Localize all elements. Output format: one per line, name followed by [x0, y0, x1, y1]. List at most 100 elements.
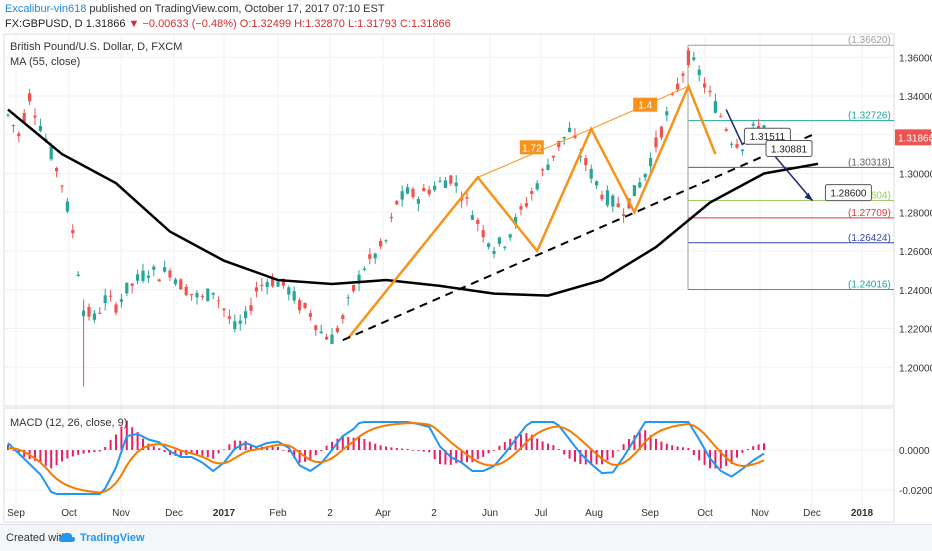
pattern-ratio-label: 1.4 — [638, 101, 652, 112]
candle-body — [638, 182, 642, 188]
candle-body — [17, 133, 21, 137]
macd-histogram-bar — [368, 441, 371, 450]
candle-body — [438, 180, 442, 182]
candle-body — [735, 144, 739, 148]
macd-histogram-bar — [633, 435, 636, 450]
macd-histogram-bar — [217, 450, 220, 454]
macd-histogram-bar — [347, 437, 350, 450]
candle-body — [200, 296, 204, 298]
candle-body — [557, 140, 561, 148]
macd-histogram-bar — [574, 450, 576, 462]
candle-body — [670, 93, 674, 95]
macd-histogram-bar — [61, 450, 63, 462]
candle-body — [524, 203, 528, 207]
time-axis[interactable]: Sep Oct Nov Dec 2017 Feb 2 Apr 2 Jun Jul Aug Sep Oct N… — [7, 508, 873, 519]
candle-body — [589, 168, 593, 179]
macd-histogram-bar — [741, 450, 744, 453]
time-tick-label: Nov — [112, 508, 130, 519]
candle-body — [109, 295, 113, 297]
macd-histogram-bar — [617, 449, 620, 451]
candle-body — [314, 325, 318, 331]
macd-histogram-bar — [309, 450, 312, 461]
macd-histogram-bar — [547, 443, 549, 450]
last-price-marker — [895, 129, 931, 146]
macd-histogram-bar — [584, 450, 587, 465]
candle-body — [632, 185, 636, 197]
candle-body — [368, 254, 372, 259]
macd-histogram-bar — [698, 450, 701, 461]
candle-body — [519, 206, 523, 210]
candle-body — [487, 243, 491, 247]
macd-histogram-bar — [179, 450, 182, 457]
macd-tick-label: 0.0000 — [899, 446, 930, 457]
candle-body — [470, 215, 474, 220]
macd-histogram-bar — [131, 427, 134, 450]
macd-histogram-bar — [746, 449, 749, 450]
signal-line — [8, 422, 765, 494]
candle-body — [379, 240, 383, 247]
candle-body — [551, 155, 555, 158]
candle-body — [535, 183, 539, 190]
macd-histogram-bar — [482, 450, 485, 457]
macd-histogram-bar — [460, 450, 463, 463]
macd-histogram-bar — [298, 450, 301, 463]
candle-body — [703, 83, 707, 88]
time-tick-label: Jun — [482, 508, 498, 519]
macd-line — [7, 421, 765, 495]
price-axis[interactable]: 1.360001.340001.320001.300001.280001.260… — [895, 53, 932, 374]
price-tick-label: 1.28000 — [899, 208, 932, 219]
tradingview-cloud-icon[interactable] — [58, 530, 76, 544]
publisher-link[interactable]: Excalibur-vin618 — [5, 3, 87, 15]
price-change: −0.00633 (−0.48%) — [142, 18, 237, 30]
tradingview-brand-link[interactable]: TradingView — [80, 532, 145, 544]
macd-histogram-bar — [50, 450, 53, 469]
time-tick-label: 2017 — [213, 508, 236, 519]
candle-body — [395, 200, 399, 205]
candle-body — [195, 292, 199, 298]
candle-body — [352, 285, 356, 292]
candle-body — [411, 188, 415, 198]
macd-histogram-bar — [628, 439, 630, 450]
candle-body — [60, 185, 64, 187]
macd-histogram-bar — [714, 450, 717, 469]
target-label-box — [824, 184, 872, 202]
macd-histogram-bar — [606, 450, 609, 461]
macd-histogram-bar — [374, 443, 377, 450]
candle-body — [238, 320, 242, 324]
macd-histogram-bar — [163, 450, 166, 453]
candle-body — [141, 270, 145, 282]
macd-histogram-bar — [536, 438, 539, 450]
macd-histogram-bar — [109, 439, 112, 450]
candle-body — [335, 327, 339, 332]
macd-histogram-bar — [471, 450, 474, 463]
macd-histogram-bar — [406, 448, 409, 450]
candle-body — [443, 180, 447, 189]
macd-histogram-bar — [66, 450, 69, 459]
candle-body — [562, 136, 566, 139]
macd-histogram-bar — [136, 432, 139, 450]
candle-body — [168, 270, 172, 278]
pattern-ratio-badge — [633, 97, 658, 112]
time-tick-label: Dec — [165, 508, 183, 519]
macd-histogram-bar — [644, 430, 647, 450]
chart-area[interactable]: (1.36620)(1.32726)(1.30318)(1.28604)(1.2… — [0, 32, 932, 524]
candle-body — [206, 288, 210, 302]
price-tick-label: 1.34000 — [899, 92, 932, 103]
macd-histogram-bar — [277, 446, 279, 450]
candle-body — [665, 111, 669, 116]
macd-histogram-bar — [212, 450, 215, 459]
macd-histogram-bar — [503, 442, 506, 450]
time-tick-label: 2018 — [851, 508, 874, 519]
candle-body — [125, 282, 129, 294]
macd-histogram-bar — [520, 434, 522, 450]
target-label: 1.28600 — [830, 189, 867, 200]
time-tick-label: Aug — [585, 508, 603, 519]
macd-histogram-bar — [433, 450, 436, 460]
candle-body — [325, 336, 329, 340]
macd-histogram-bar — [363, 438, 366, 450]
candle-body — [643, 173, 647, 178]
fib-level-label: (1.26424) — [848, 233, 891, 244]
candle-body — [346, 297, 350, 299]
macd-histogram-bar — [142, 438, 144, 450]
